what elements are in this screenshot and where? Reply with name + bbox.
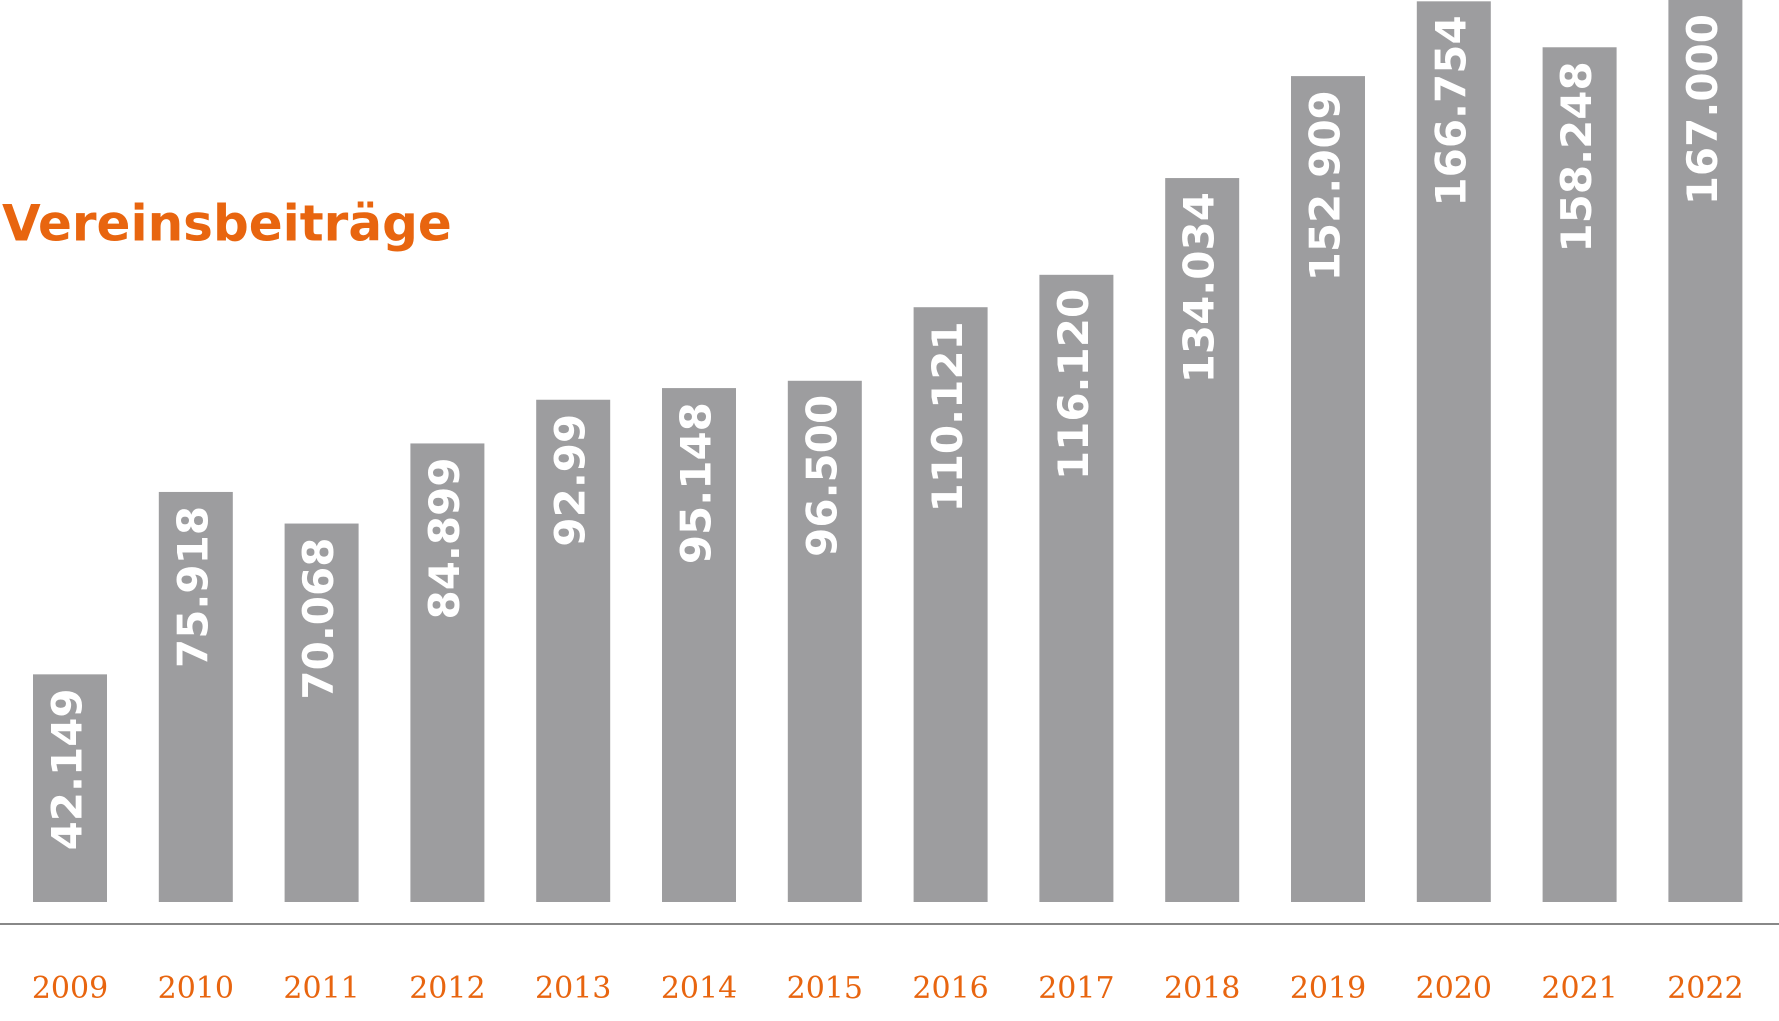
value-label: 75.918	[168, 506, 217, 668]
bar	[1542, 47, 1617, 902]
x-tick-label: 2018	[1164, 971, 1240, 1006]
x-tick-label: 2016	[912, 971, 988, 1006]
x-tick-label: 2015	[787, 971, 863, 1006]
value-label: 158.248	[1552, 61, 1601, 252]
bar	[1416, 1, 1491, 903]
x-tick-label: 2021	[1541, 971, 1617, 1006]
bar	[787, 380, 862, 902]
bar	[913, 307, 988, 902]
bar	[158, 491, 233, 902]
x-tick-label: 2022	[1667, 971, 1743, 1006]
value-label: 84.899	[420, 457, 469, 619]
value-label: 116.120	[1049, 289, 1098, 480]
x-tick-label: 2009	[32, 971, 108, 1006]
value-label: 167.000	[1678, 14, 1727, 205]
x-tick-label: 2017	[1038, 971, 1114, 1006]
x-tick-label: 2013	[535, 971, 611, 1006]
bar	[1668, 0, 1743, 902]
value-label: 134.034	[1175, 192, 1224, 383]
bar	[536, 399, 611, 902]
x-tick-label: 2019	[1290, 971, 1366, 1006]
bar	[662, 388, 736, 902]
value-label: 92.99	[546, 414, 595, 547]
x-tick-label: 2014	[661, 971, 737, 1006]
bar	[410, 443, 485, 902]
bar	[33, 674, 107, 902]
value-label: 152.909	[1301, 90, 1350, 281]
value-label: 166.754	[1426, 15, 1475, 206]
value-label: 95.148	[672, 402, 721, 564]
value-label: 110.121	[923, 321, 972, 512]
value-label: 42.149	[43, 688, 92, 850]
value-label: 70.068	[294, 538, 343, 700]
bar	[1165, 178, 1240, 902]
value-label: 96.500	[797, 395, 846, 557]
x-tick-label: 2012	[409, 971, 485, 1006]
chart-title: Vereinsbeiträge	[2, 195, 452, 253]
bar	[1291, 76, 1365, 902]
x-tick-label: 2011	[283, 971, 359, 1006]
x-tick-label: 2010	[158, 971, 234, 1006]
bar	[284, 523, 359, 902]
x-tick-label: 2020	[1416, 971, 1492, 1006]
bar	[1039, 274, 1114, 902]
